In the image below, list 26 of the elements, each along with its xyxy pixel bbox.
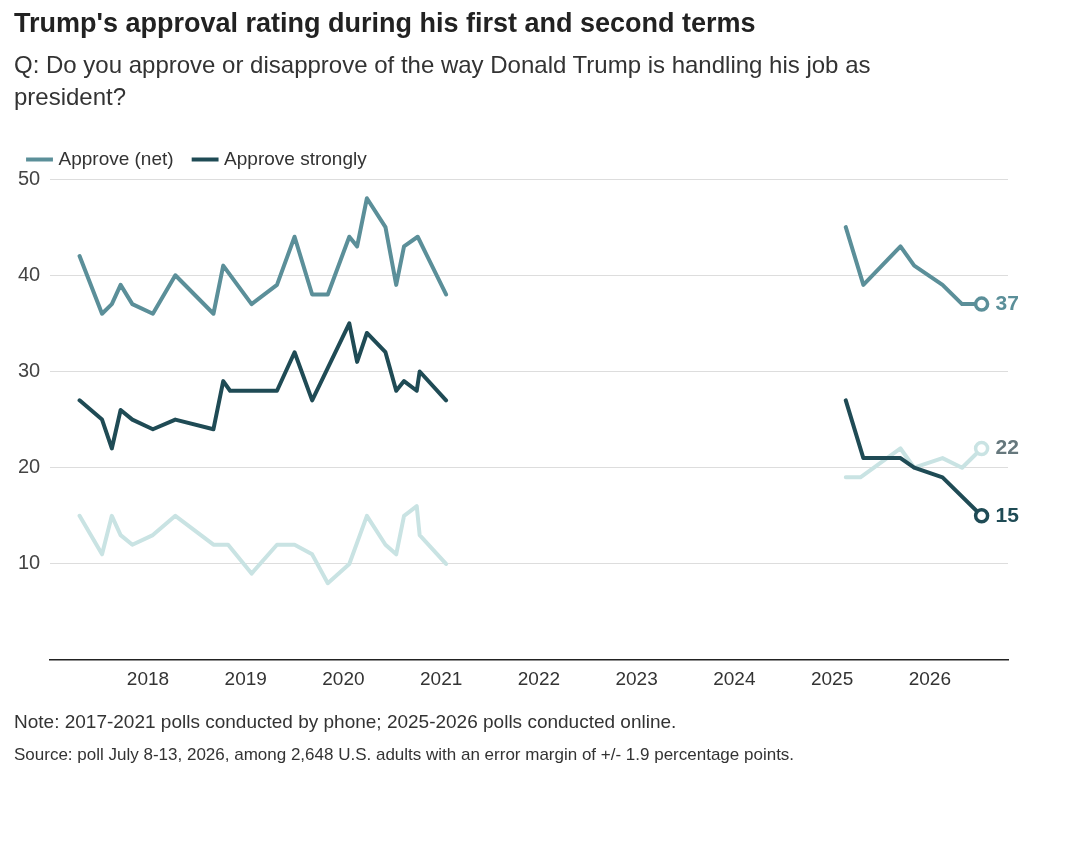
legend-label: Approve (net): [58, 147, 174, 169]
point: [973, 296, 990, 312]
x-tick-label: 2019: [224, 667, 267, 689]
x-tick-label: 2021: [420, 667, 463, 689]
x-tick-label: 2023: [615, 667, 658, 689]
y-tick-label: 40: [18, 262, 41, 285]
y-tick-label: 10: [18, 551, 41, 574]
x-tick-label: 2024: [713, 667, 756, 689]
y-tick-label: 30: [18, 358, 41, 381]
legend-label: Approve strongly: [224, 147, 368, 169]
x-tick-label: 2026: [908, 667, 951, 689]
text: Note: 2017-2021 polls conducted by phone; 2025-2026 polls conducted online.: [14, 710, 678, 733]
data-label: 37: [995, 290, 1019, 314]
y-tick-label: 20: [18, 455, 41, 478]
x-tick-label: 2020: [322, 667, 365, 689]
chart-subtitle: Q: Do you approve or disapprove of the way Donald Trump is handling his job as president?: [14, 50, 872, 113]
x-tick-label: 2018: [126, 667, 170, 689]
y-tick-label: 50: [18, 166, 41, 189]
chart-title: Trump's approval rating during his first and second terms: [14, 8, 757, 39]
point: [973, 507, 990, 524]
x-tick-label: 2025: [810, 667, 854, 689]
x-tick-label: 2022: [517, 667, 561, 689]
data-label: 15: [995, 502, 1020, 526]
data-label: 22: [995, 435, 1019, 459]
source-note: Source: poll July 8-13, 2026, among 2,648 U.S. adults with an error margin of +/- 1.9 percentage points.: [14, 744, 796, 765]
point: [973, 440, 990, 456]
